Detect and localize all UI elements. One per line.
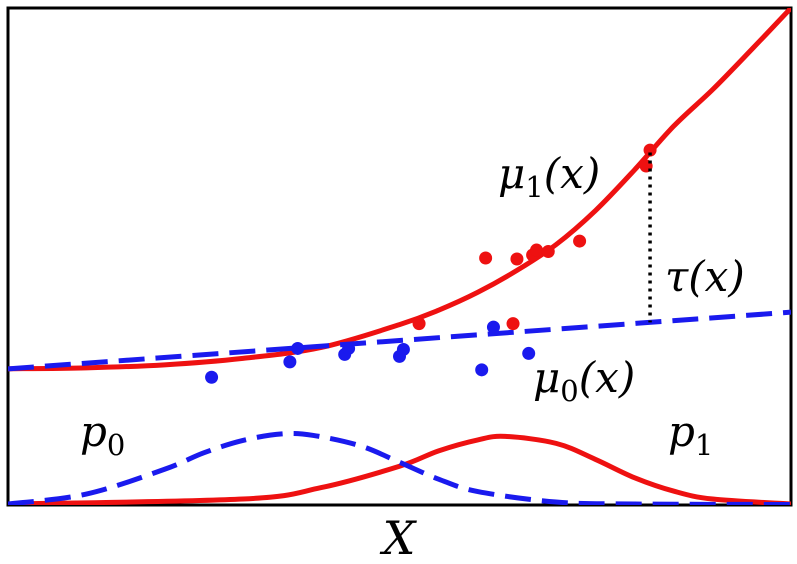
treated-point-2 [506,317,520,331]
control-point-0 [205,370,219,384]
control-point-8 [486,320,500,334]
x-axis-label: X [380,511,418,564]
treated-point-6 [541,245,555,259]
treated-point-3 [510,252,524,266]
label-p1: p1 [668,407,713,462]
density-curve-p1 [8,433,791,505]
label-x: τ(x) [665,252,745,301]
treated-point-0 [412,317,426,331]
plot-frame [6,6,793,507]
treated-point-9 [643,143,657,157]
treated-point-1 [479,251,493,265]
treated-point-7 [573,234,587,248]
density-curve-p0 [8,431,791,505]
control-point-1 [283,355,297,369]
control-point-9 [522,346,536,360]
control-point-2 [291,341,305,355]
mean-curve-0x [8,309,791,372]
label-0x: μ0(x) [533,353,635,408]
label-1x: μ1(x) [498,149,600,204]
control-point-4 [342,341,356,355]
control-point-7 [475,363,489,377]
label-p0: p0 [80,407,125,462]
treated-point-5 [530,243,544,257]
mean-curve-1x [8,8,791,372]
control-point-6 [396,342,410,356]
